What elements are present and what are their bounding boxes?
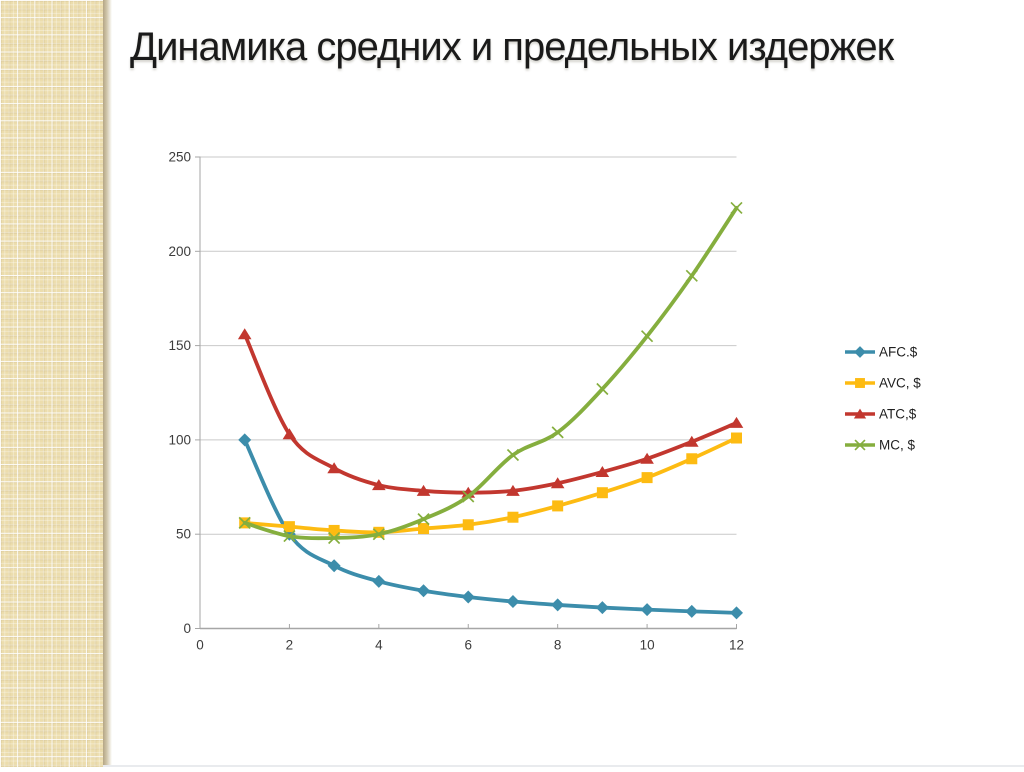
- y-tick-label: 100: [168, 432, 191, 447]
- series-point-diamond: [685, 604, 699, 618]
- series-point-square: [283, 521, 295, 533]
- series-point-diamond: [372, 574, 386, 588]
- legend-marker-x: [854, 439, 866, 451]
- series-point-triangle: [506, 484, 520, 496]
- series-point-square: [641, 472, 653, 484]
- series-point-square: [328, 524, 340, 536]
- series-point-x: [283, 529, 296, 543]
- y-tick-label: 0: [183, 621, 191, 636]
- series-point-x: [506, 448, 520, 462]
- legend-marker-square: [855, 378, 865, 388]
- x-tick-label: 6: [464, 638, 472, 653]
- series-point-square: [596, 487, 608, 499]
- series-point-x: [551, 426, 564, 439]
- series-point-square: [418, 523, 430, 535]
- x-tick-label: 10: [640, 638, 655, 653]
- series-point-x: [685, 269, 698, 282]
- x-tick-label: 8: [554, 638, 562, 653]
- series-point-x: [417, 513, 430, 526]
- y-tick-label: 150: [168, 338, 191, 353]
- y-tick-label: 250: [168, 150, 191, 165]
- series-point-x: [596, 382, 609, 396]
- decorative-side-strip: [0, 0, 103, 767]
- series-point-diamond: [640, 603, 654, 617]
- legend-label: AVC, $: [879, 376, 921, 391]
- series-point-diamond: [506, 595, 520, 609]
- slide-title: Динамика средних и предельных издержек: [130, 25, 894, 69]
- series-point-triangle: [237, 328, 252, 340]
- legend-marker-diamond: [854, 346, 866, 358]
- series-point-triangle: [550, 477, 565, 489]
- side-strip-edge-shadow: [103, 0, 112, 767]
- series-point-x: [238, 516, 251, 529]
- series-point-x: [730, 201, 743, 215]
- series-line-diamond: [242, 438, 739, 615]
- x-tick-label: 0: [196, 638, 204, 653]
- series-point-diamond: [551, 598, 565, 612]
- y-tick-label: 200: [168, 244, 191, 259]
- series-point-diamond: [730, 606, 743, 620]
- legend-label: ATC,$: [879, 407, 917, 422]
- series-line-x: [242, 206, 739, 541]
- legend-label: AFC.$: [879, 345, 918, 360]
- series-point-diamond: [327, 559, 341, 573]
- series-point-x: [372, 528, 385, 541]
- series-point-square: [731, 432, 742, 444]
- series-point-square: [507, 511, 519, 523]
- x-tick-label: 12: [729, 638, 744, 653]
- legend-marker-triangle: [853, 408, 867, 419]
- series-point-diamond: [461, 590, 475, 604]
- series-point-triangle: [684, 435, 699, 447]
- series-point-x: [328, 531, 341, 545]
- series-point-triangle: [372, 479, 386, 491]
- series-point-x: [640, 330, 654, 343]
- series-point-diamond: [238, 433, 252, 447]
- series-point-triangle: [327, 462, 341, 474]
- series-point-x: [462, 490, 475, 503]
- series-line-triangle: [242, 332, 739, 495]
- series-point-square: [462, 519, 474, 531]
- y-tick-label: 50: [176, 527, 191, 542]
- legend-label: MC, $: [879, 438, 915, 453]
- series-point-square: [552, 500, 564, 512]
- series-point-triangle: [595, 465, 610, 477]
- series-point-triangle: [640, 452, 654, 464]
- series-point-diamond: [595, 601, 609, 615]
- x-tick-label: 4: [375, 638, 383, 653]
- series-point-square: [686, 453, 698, 465]
- bottom-edge-line: [103, 765, 1024, 767]
- series-point-diamond: [417, 584, 431, 598]
- series-point-triangle: [282, 428, 297, 440]
- series-point-triangle: [416, 484, 431, 496]
- x-tick-label: 2: [286, 638, 294, 653]
- series-point-triangle: [729, 416, 744, 428]
